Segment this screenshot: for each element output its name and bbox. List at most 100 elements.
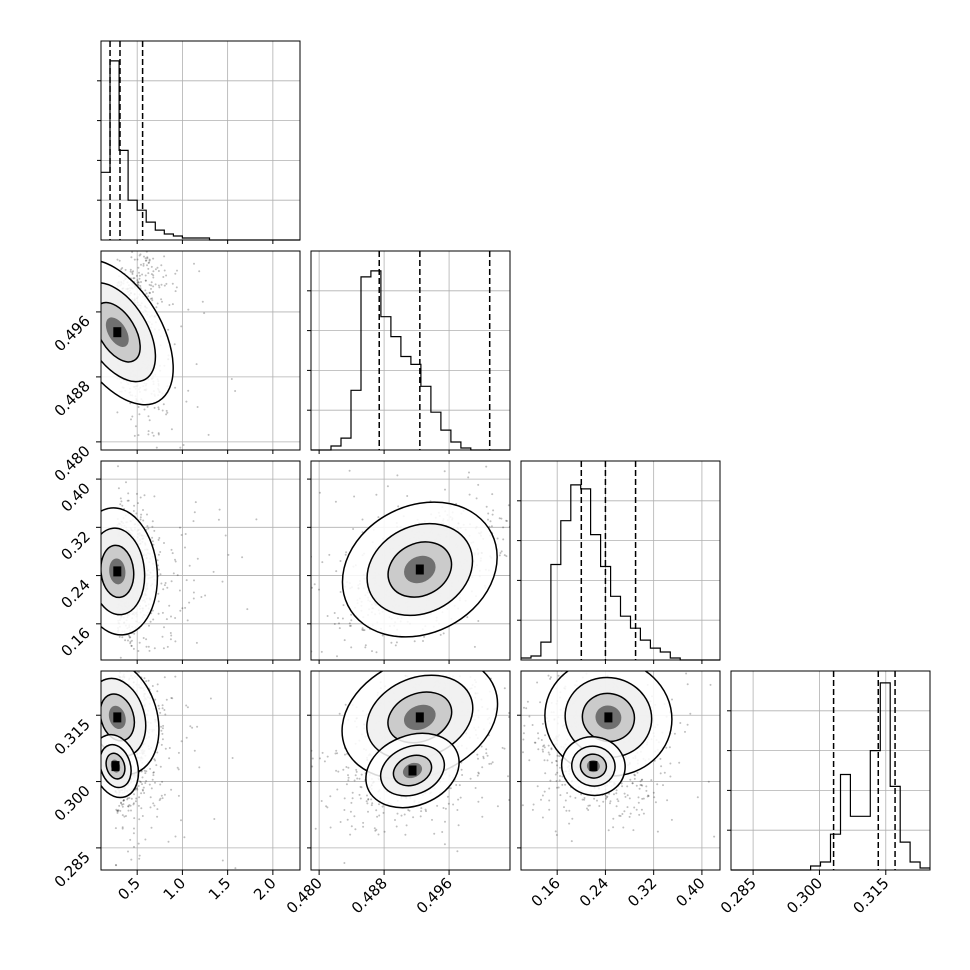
scatter-point [482, 757, 485, 760]
scatter-point [170, 428, 173, 431]
scatter-point [377, 833, 380, 836]
scatter-point [185, 400, 188, 403]
scatter-point [231, 757, 234, 759]
scatter-point [326, 806, 329, 809]
scatter-point [179, 609, 182, 612]
scatter-point [174, 640, 177, 643]
scatter-point [523, 728, 525, 730]
scatter-point [124, 268, 127, 271]
scatter-point [396, 474, 399, 477]
scatter-point [342, 768, 345, 771]
scatter-point [156, 538, 158, 540]
scatter-point [318, 491, 321, 494]
scatter-point [143, 769, 146, 772]
scatter-point [648, 458, 650, 460]
scatter-point [195, 363, 198, 366]
scatter-point [129, 640, 132, 643]
scatter-point [564, 783, 567, 786]
scatter-point [335, 570, 338, 573]
scatter-point [377, 516, 380, 519]
scatter-point [137, 785, 140, 787]
scatter-point [541, 816, 544, 819]
scatter-point [180, 155, 182, 157]
scatter-point [163, 255, 166, 258]
scatter-point [142, 509, 144, 511]
scatter-point [132, 803, 135, 806]
scatter-point [420, 807, 423, 810]
scatter-point [492, 662, 494, 664]
scatter-point [527, 672, 529, 674]
scatter-point [348, 622, 351, 625]
scatter-point [150, 287, 152, 290]
scatter-point [123, 815, 126, 818]
scatter-point [176, 226, 178, 228]
scatter-point [490, 525, 493, 528]
scatter-point [473, 668, 475, 670]
scatter-point [568, 822, 571, 825]
scatter-point [602, 466, 604, 468]
scatter-point [160, 794, 163, 797]
scatter-point [456, 850, 459, 853]
scatter-point [163, 626, 165, 629]
scatter-point [138, 818, 141, 821]
scatter-point [146, 136, 148, 138]
scatter-point [615, 792, 618, 795]
scatter-point [119, 667, 121, 669]
scatter-point [148, 283, 151, 286]
scatter-point [514, 552, 516, 554]
scatter-point [156, 266, 159, 269]
scatter-point [122, 799, 125, 802]
scatter-point [150, 265, 153, 268]
scatter-point [122, 651, 124, 653]
scatter-point [668, 746, 671, 749]
scatter-point [151, 609, 154, 612]
scatter-point [335, 769, 338, 772]
scatter-point [145, 235, 147, 237]
scatter-point [303, 761, 305, 763]
scatter-point [129, 270, 132, 273]
scatter-panel-0-2 [101, 461, 300, 703]
scatter-point [622, 826, 625, 829]
scatter-point [541, 748, 544, 751]
scatter-point [623, 792, 626, 795]
scatter-point [326, 615, 329, 617]
scatter-point [554, 680, 556, 682]
scatter-point [156, 815, 159, 818]
scatter-point [283, 647, 285, 649]
scatter-point [339, 591, 342, 593]
scatter-point [159, 551, 162, 553]
histogram-step [311, 270, 510, 451]
scatter-point [653, 796, 656, 799]
scatter-point [175, 286, 178, 289]
scatter-point [127, 492, 130, 495]
scatter-point [367, 810, 369, 813]
scatter-point [137, 406, 140, 408]
scatter-point [182, 444, 185, 446]
scatter-point [149, 297, 152, 300]
scatter-point [176, 701, 178, 703]
scatter-point [443, 843, 446, 846]
scatter-point [132, 245, 134, 247]
scatter-point [256, 700, 258, 702]
scatter-point [251, 711, 253, 713]
scatter-point [347, 774, 349, 777]
scatter-point [355, 770, 358, 773]
scatter-point [169, 638, 172, 641]
scatter-point [537, 737, 540, 740]
scatter-point [126, 455, 128, 457]
scatter-point [118, 804, 121, 807]
density-peak [408, 765, 417, 776]
scatter-point [352, 528, 355, 530]
scatter-point [485, 465, 488, 468]
scatter-point [343, 862, 346, 864]
scatter-point [171, 552, 174, 555]
scatter-point [533, 741, 536, 744]
scatter-point [642, 797, 645, 800]
scatter-point [131, 415, 134, 418]
scatter-point [587, 809, 590, 811]
scatter-point [148, 258, 151, 261]
scatter-point [137, 804, 140, 807]
scatter-point [336, 655, 338, 658]
scatter-point [130, 644, 133, 647]
scatter-point [185, 579, 188, 582]
